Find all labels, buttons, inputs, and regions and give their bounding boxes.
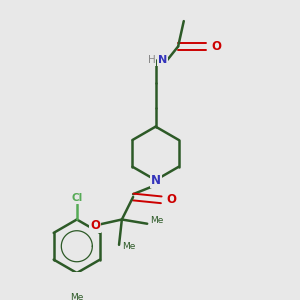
Text: O: O xyxy=(211,40,221,53)
Text: N: N xyxy=(158,56,167,65)
Text: H: H xyxy=(148,56,155,65)
Text: N: N xyxy=(151,174,160,187)
Text: Me: Me xyxy=(122,242,135,251)
Text: O: O xyxy=(90,219,100,232)
Text: Cl: Cl xyxy=(71,194,82,203)
Text: O: O xyxy=(166,193,176,206)
Text: Me: Me xyxy=(70,293,83,300)
Text: Me: Me xyxy=(150,216,164,225)
